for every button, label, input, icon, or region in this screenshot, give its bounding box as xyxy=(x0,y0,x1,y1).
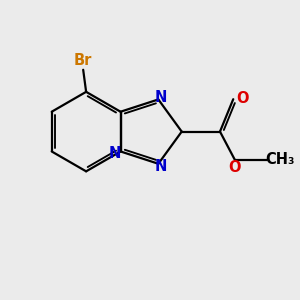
Text: N: N xyxy=(154,90,167,105)
Text: N: N xyxy=(154,159,167,174)
Text: CH₃: CH₃ xyxy=(265,152,294,167)
Text: O: O xyxy=(229,160,241,175)
Text: N: N xyxy=(109,146,121,161)
Text: O: O xyxy=(236,91,249,106)
Text: Br: Br xyxy=(74,52,92,68)
